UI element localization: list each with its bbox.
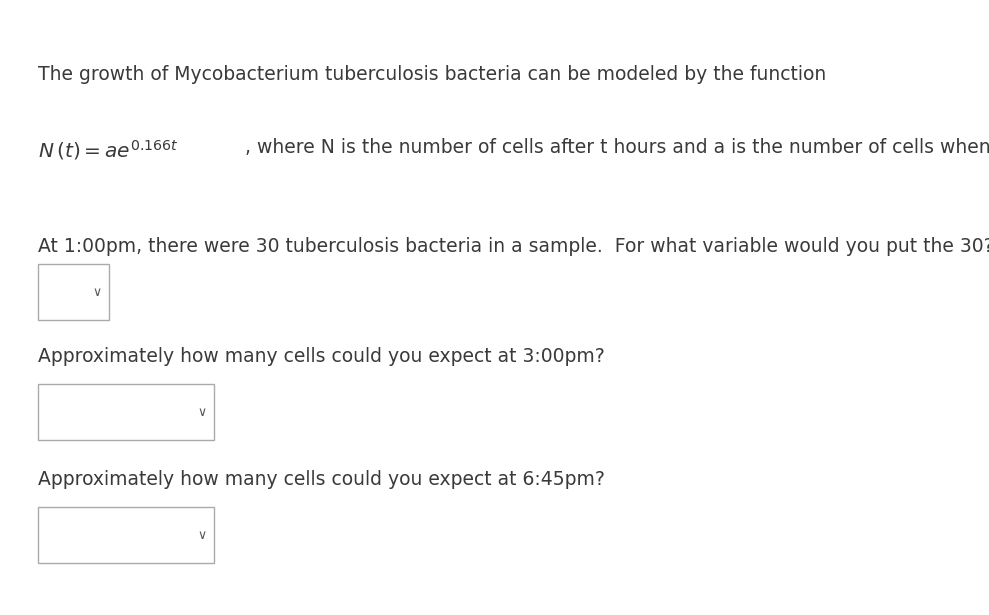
Text: ∨: ∨ [197,405,207,419]
FancyBboxPatch shape [38,264,109,320]
Text: At 1:00pm, there were 30 tuberculosis bacteria in a sample.  For what variable w: At 1:00pm, there were 30 tuberculosis ba… [38,237,989,256]
Text: ∨: ∨ [197,528,207,542]
Text: Approximately how many cells could you expect at 3:00pm?: Approximately how many cells could you e… [38,347,604,367]
Text: ∨: ∨ [92,285,102,299]
Text: $N\,(t) = ae^{0.166t}$: $N\,(t) = ae^{0.166t}$ [38,138,178,162]
FancyBboxPatch shape [38,384,214,440]
Text: The growth of Mycobacterium tuberculosis bacteria can be modeled by the function: The growth of Mycobacterium tuberculosis… [38,65,826,84]
Text: Approximately how many cells could you expect at 6:45pm?: Approximately how many cells could you e… [38,470,604,490]
Text: , where N is the number of cells after t hours and a is the number of cells when: , where N is the number of cells after t… [245,138,989,157]
FancyBboxPatch shape [38,507,214,563]
